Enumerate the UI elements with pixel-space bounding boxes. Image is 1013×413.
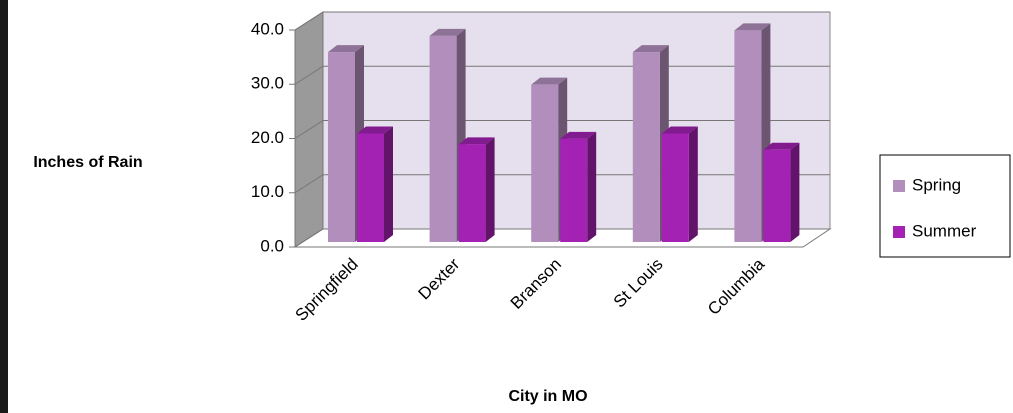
y-tick-label: 20.0 [251,128,284,147]
bar-side [485,137,495,242]
bar [661,133,689,242]
bar-top [632,45,669,53]
bar-top [531,77,568,85]
bar-top [328,45,364,53]
bar-top [357,126,393,134]
bar-side [688,126,698,242]
legend-box [879,154,1011,258]
bar [763,149,791,242]
legend-marker [893,180,905,192]
bar [734,30,762,242]
y-tick-label: 40.0 [251,19,284,38]
bar-top [560,131,597,139]
bar [632,52,660,242]
bar-side [790,142,800,242]
bar [560,138,588,242]
bar [357,133,384,242]
bar [531,84,559,242]
bar [328,52,355,242]
grid-line [294,11,830,31]
y-axis-title: Inches of Rain [33,154,142,171]
bar [458,144,486,242]
left-edge [0,0,8,413]
bar-side [384,126,393,242]
bar-top [458,137,495,145]
bar [429,35,457,242]
bar-side [587,131,597,242]
bar-top [661,126,698,134]
y-tick-label: 10.0 [251,182,284,201]
legend-label: Summer [912,221,977,240]
bar-top [734,23,771,31]
y-tick-label: 0.0 [260,236,284,255]
y-tick-label: 30.0 [251,74,284,93]
bar-top [763,142,800,150]
legend-marker [893,226,905,238]
bar-top [429,28,466,36]
x-axis-title: City in MO [508,388,587,405]
legend-label: Spring [912,175,961,194]
